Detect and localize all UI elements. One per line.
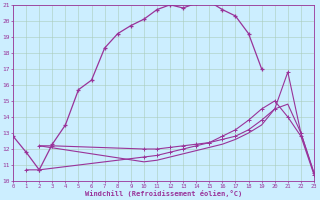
X-axis label: Windchill (Refroidissement éolien,°C): Windchill (Refroidissement éolien,°C) (85, 190, 242, 197)
